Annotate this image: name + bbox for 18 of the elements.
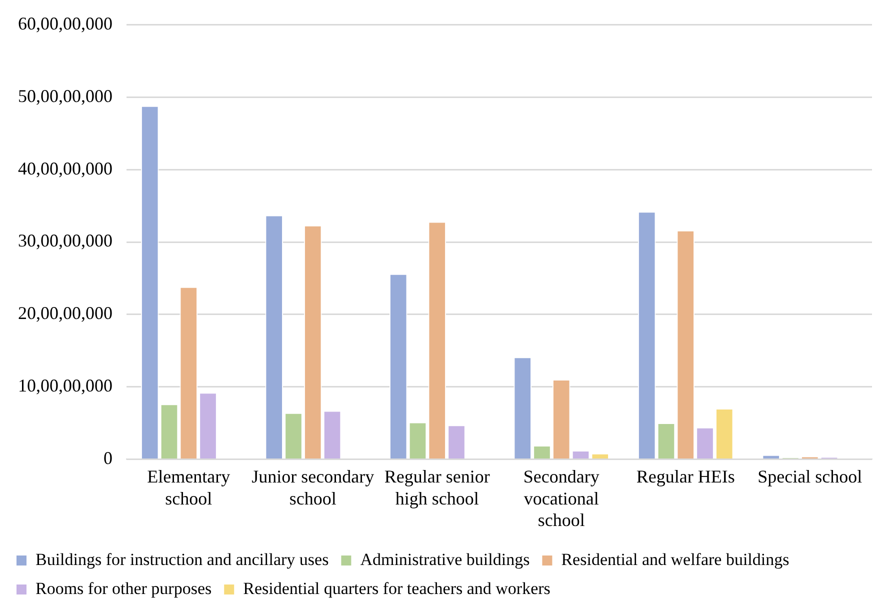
y-tick-label: 60,00,00,000 — [18, 14, 112, 34]
legend-label: Residential quarters for teachers and workers — [243, 578, 550, 598]
x-tick-label: Secondary vocational school — [523, 466, 600, 530]
x-tick-label: Special school — [758, 466, 862, 487]
legend-label: Residential and welfare buildings — [561, 550, 790, 569]
y-tick-label: 0 — [104, 448, 112, 468]
y-tick-label: 30,00,00,000 — [18, 230, 112, 251]
y-tick-label: 40,00,00,000 — [18, 158, 112, 178]
y-tick-label: 10,00,00,000 — [18, 376, 112, 396]
x-tick-label: Regular senior high school — [384, 466, 490, 508]
legend-label: Administrative buildings — [360, 550, 530, 569]
legend-label: Buildings for instruction and ancillary uses — [36, 550, 329, 569]
x-tick-label: Regular HEIs — [636, 466, 735, 487]
x-tick-label: Junior secondary school — [252, 466, 374, 508]
legend-label: Rooms for other purposes — [36, 578, 212, 598]
y-tick-label: 20,00,00,000 — [18, 303, 112, 324]
x-tick-label: Elementary school — [147, 466, 230, 508]
y-tick-label: 50,00,00,000 — [18, 86, 112, 106]
